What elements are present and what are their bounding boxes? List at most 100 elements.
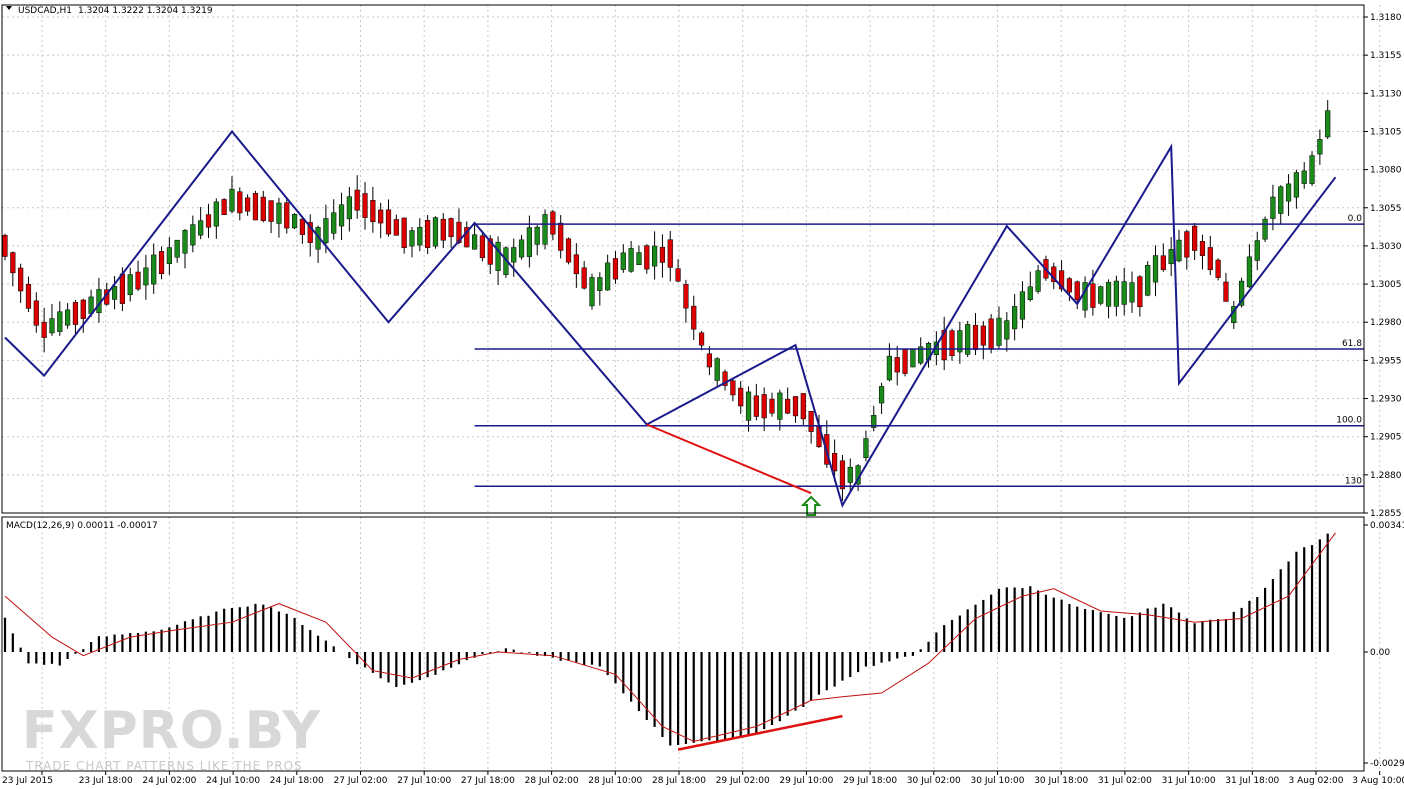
candle-body <box>245 197 251 212</box>
candle <box>299 218 306 244</box>
candle <box>808 411 814 444</box>
candle <box>1254 231 1260 271</box>
candle-body <box>1184 231 1190 258</box>
candle-body <box>1262 218 1268 240</box>
candle-body <box>628 248 634 272</box>
menu-triangle-icon[interactable] <box>6 6 12 10</box>
candle <box>284 198 290 234</box>
candle <box>448 217 454 249</box>
candle-body <box>1199 241 1206 256</box>
candle-body <box>542 214 548 245</box>
candle <box>1105 279 1112 319</box>
candle-body <box>1325 110 1331 138</box>
candle <box>1004 312 1010 352</box>
candle-body <box>1012 306 1018 330</box>
candle-body <box>1121 281 1127 305</box>
candle-body <box>753 395 759 417</box>
candle-body <box>2 235 8 257</box>
macd-signal-line <box>4 532 1336 742</box>
candle-body <box>190 224 196 246</box>
candle <box>385 199 392 237</box>
candle-body <box>996 317 1002 346</box>
candle-body <box>597 277 603 291</box>
candle <box>135 260 141 292</box>
candle-body <box>1254 240 1260 261</box>
candle-body <box>863 438 869 458</box>
price-tick-label: 1.2980 <box>1370 318 1402 328</box>
zigzag-line <box>4 129 1337 508</box>
candle <box>745 386 752 432</box>
candle-body <box>1004 320 1010 340</box>
candle-body <box>487 238 493 265</box>
candle <box>1270 184 1276 231</box>
candle-body <box>432 217 439 247</box>
fib-level-label: 61.8 <box>1342 339 1362 349</box>
candle <box>221 198 227 216</box>
candle <box>1278 185 1284 225</box>
candle <box>10 251 16 287</box>
price-divergence-line <box>646 423 812 495</box>
candle-body <box>800 393 806 420</box>
candle <box>1152 245 1159 297</box>
candle-body <box>268 200 274 222</box>
time-tick-label: 24 Jul 02:00 <box>142 776 196 786</box>
candle <box>949 328 955 361</box>
price-tick-label: 1.3005 <box>1370 280 1402 290</box>
candle <box>550 209 556 241</box>
candle-body <box>886 355 893 381</box>
price-tick-label: 1.3130 <box>1370 89 1402 99</box>
candle <box>558 215 564 259</box>
macd-panel <box>3 532 1336 751</box>
candle-body <box>166 247 172 264</box>
candle-body <box>808 411 814 432</box>
candle-body <box>213 201 219 227</box>
candle-body <box>299 218 306 235</box>
candle <box>730 379 736 402</box>
candle-body <box>1246 256 1253 288</box>
candle <box>362 182 368 230</box>
candle-body <box>1027 286 1033 300</box>
time-tick-label: 27 Jul 10:00 <box>397 776 451 786</box>
candle <box>464 221 470 248</box>
candle-body <box>1301 170 1307 184</box>
price-tick-label: 1.3080 <box>1370 166 1402 176</box>
candle-body <box>448 218 454 237</box>
candle <box>1184 229 1190 270</box>
time-tick-label: 28 Jul 10:00 <box>588 776 642 786</box>
candle-body <box>518 239 525 258</box>
candle-body <box>127 274 133 296</box>
candle-body <box>691 305 697 330</box>
candle <box>957 321 963 364</box>
candle-body <box>25 283 32 309</box>
candle <box>143 254 149 300</box>
price-tick-label: 1.2930 <box>1370 395 1402 405</box>
fib-level-label: 0.0 <box>1348 214 1363 224</box>
time-tick-label: 30 Jul 18:00 <box>1034 776 1088 786</box>
candle <box>1113 275 1119 317</box>
candle <box>80 298 86 333</box>
candle-body <box>158 251 165 275</box>
candle-body <box>1137 276 1143 308</box>
candle-body <box>620 252 626 270</box>
price-panel-frame <box>1 4 1365 514</box>
candle-body <box>965 324 971 355</box>
candle-body <box>1293 172 1299 198</box>
candle <box>878 382 885 415</box>
candle <box>738 381 744 414</box>
candle-body <box>1278 186 1284 214</box>
candle-body <box>550 211 556 235</box>
candle-body <box>80 299 86 319</box>
price-tick-label: 1.3155 <box>1370 51 1402 61</box>
macd-tick-label: 0.00341 <box>1370 521 1404 531</box>
candle <box>1199 234 1206 270</box>
candle <box>57 301 63 336</box>
time-tick-label: 31 Jul 02:00 <box>1098 776 1152 786</box>
candle <box>902 349 908 377</box>
candle-body <box>425 220 431 248</box>
candle <box>174 239 180 263</box>
candle <box>1145 261 1151 297</box>
watermark: FXPRO.BY TRADE CHART PATTERNS LIKE THE P… <box>22 701 320 773</box>
candle-body <box>972 324 979 351</box>
candle <box>440 213 446 249</box>
